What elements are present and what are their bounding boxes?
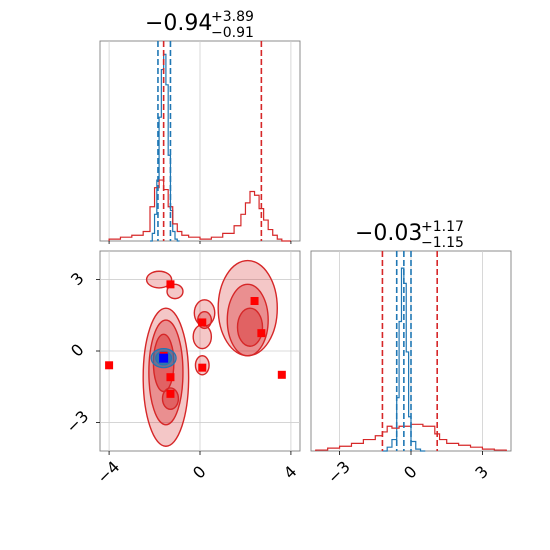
joint-secondary-marker — [105, 361, 114, 370]
hist-y-title: −0.03 +1.17 −1.15 — [355, 219, 464, 251]
joint-secondary-contour-outer — [145, 270, 173, 289]
hist-y-primary-histogram — [382, 267, 426, 452]
hist-x-title-sub: −0.91 — [211, 25, 254, 41]
hist-y-secondary-histogram — [315, 423, 507, 451]
joint-secondary-contour-mid — [148, 319, 184, 426]
joint-highlight-marker — [159, 353, 169, 363]
joint-secondary-marker — [198, 318, 207, 327]
joint-secondary-marker — [166, 280, 175, 289]
hist-y-panel: −3 0 3 — [315, 251, 507, 487]
hist-x-title-sup: +3.89 — [211, 9, 254, 25]
joint-panel: −4 0 4 −3 0 3 — [62, 251, 301, 487]
hist-x-title-main: −0.94 — [145, 11, 212, 36]
hist-y-x-tick-label: −3 — [324, 457, 354, 487]
joint-plot-area — [100, 251, 300, 451]
hist-x-primary-histogram — [150, 53, 180, 242]
joint-x-tick-label: 4 — [280, 462, 301, 483]
hist-y-title-sub: −1.15 — [421, 235, 464, 251]
joint-secondary-marker — [257, 329, 266, 338]
hist-x-panel — [108, 41, 292, 244]
joint-secondary-marker — [277, 370, 286, 379]
hist-y-x-tick-label: 0 — [400, 462, 421, 483]
joint-secondary-marker — [166, 389, 175, 398]
joint-y-tick-label: 3 — [67, 269, 88, 290]
joint-x-tick-label: −4 — [93, 457, 123, 487]
hist-x-secondary-histogram — [108, 179, 291, 242]
hist-y-title-main: −0.03 — [355, 221, 422, 246]
joint-secondary-marker — [250, 297, 259, 305]
hist-y-x-tick-label: 3 — [471, 462, 492, 483]
joint-secondary-contour-inner — [236, 307, 264, 347]
joint-secondary-marker — [198, 363, 207, 372]
joint-y-tick-label: 0 — [67, 340, 88, 361]
joint-x-tick-label: 0 — [189, 462, 210, 483]
joint-secondary-marker — [166, 373, 175, 382]
joint-y-tick-label: −3 — [62, 407, 92, 437]
hist-x-title: −0.94 +3.89 −0.91 — [145, 9, 254, 41]
hist-y-title-sup: +1.17 — [421, 219, 464, 235]
